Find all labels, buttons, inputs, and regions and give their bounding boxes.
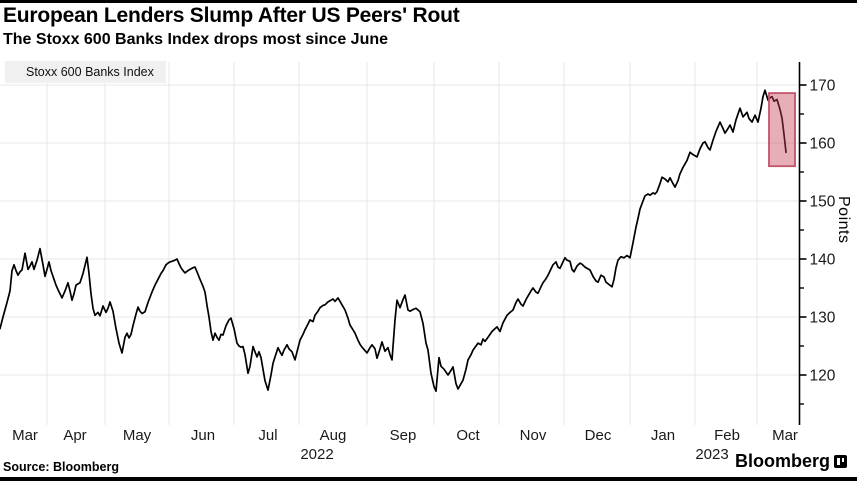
x-tick-label: Mar — [12, 427, 38, 444]
chart-title: European Lenders Slump After US Peers' R… — [3, 4, 460, 27]
x-tick-label: Sep — [390, 427, 417, 444]
x-tick-label: Jan — [651, 427, 675, 444]
source-credit: Source: Bloomberg — [3, 460, 119, 474]
x-year-label: 2023 — [695, 446, 728, 463]
bloomberg-wordmark: Bloomberg — [735, 451, 847, 472]
x-tick-label: Dec — [585, 427, 612, 444]
y-axis-title: Points — [835, 196, 852, 244]
y-tick-label: 130 — [810, 310, 836, 327]
y-tick-label: 160 — [810, 136, 836, 153]
bloomberg-terminal-icon — [834, 455, 847, 468]
chart-subtitle: The Stoxx 600 Banks Index drops most sin… — [3, 31, 389, 48]
y-tick-label: 150 — [810, 194, 836, 211]
bottom-border-bar — [0, 477, 857, 481]
chart-legend: Stoxx 600 Banks Index — [5, 61, 166, 83]
x-tick-label: Jun — [191, 427, 215, 444]
x-tick-label: Mar — [772, 427, 798, 444]
x-axis-labels: Mar Apr May Jun Jul Aug Sep Oct Nov Dec Jan Feb Mar 2… — [12, 427, 798, 463]
y-tick-label: 170 — [810, 78, 836, 95]
x-tick-label: Oct — [456, 427, 480, 444]
bloomberg-wordmark-text: Bloomberg — [734, 451, 830, 471]
x-year-label: 2022 — [300, 446, 333, 463]
y-gridlines — [0, 84, 800, 376]
top-border-bar — [0, 0, 857, 3]
x-tick-label: Jul — [258, 427, 277, 444]
x-gridlines — [46, 62, 758, 425]
y-tick-label: 120 — [810, 368, 836, 385]
x-tick-label: Aug — [320, 427, 347, 444]
x-tick-label: Feb — [714, 427, 740, 444]
x-tick-label: Apr — [63, 427, 86, 444]
y-tick-label: 140 — [810, 252, 836, 269]
x-tick-label: May — [123, 427, 152, 444]
y-axis-ticks: 120 130 140 150 160 170 — [799, 78, 836, 405]
legend-swatch-icon — [12, 68, 20, 76]
index-line — [0, 89, 787, 393]
x-tick-label: Nov — [520, 427, 547, 444]
legend-label: Stoxx 600 Banks Index — [26, 65, 154, 79]
highlight-box — [768, 92, 796, 168]
